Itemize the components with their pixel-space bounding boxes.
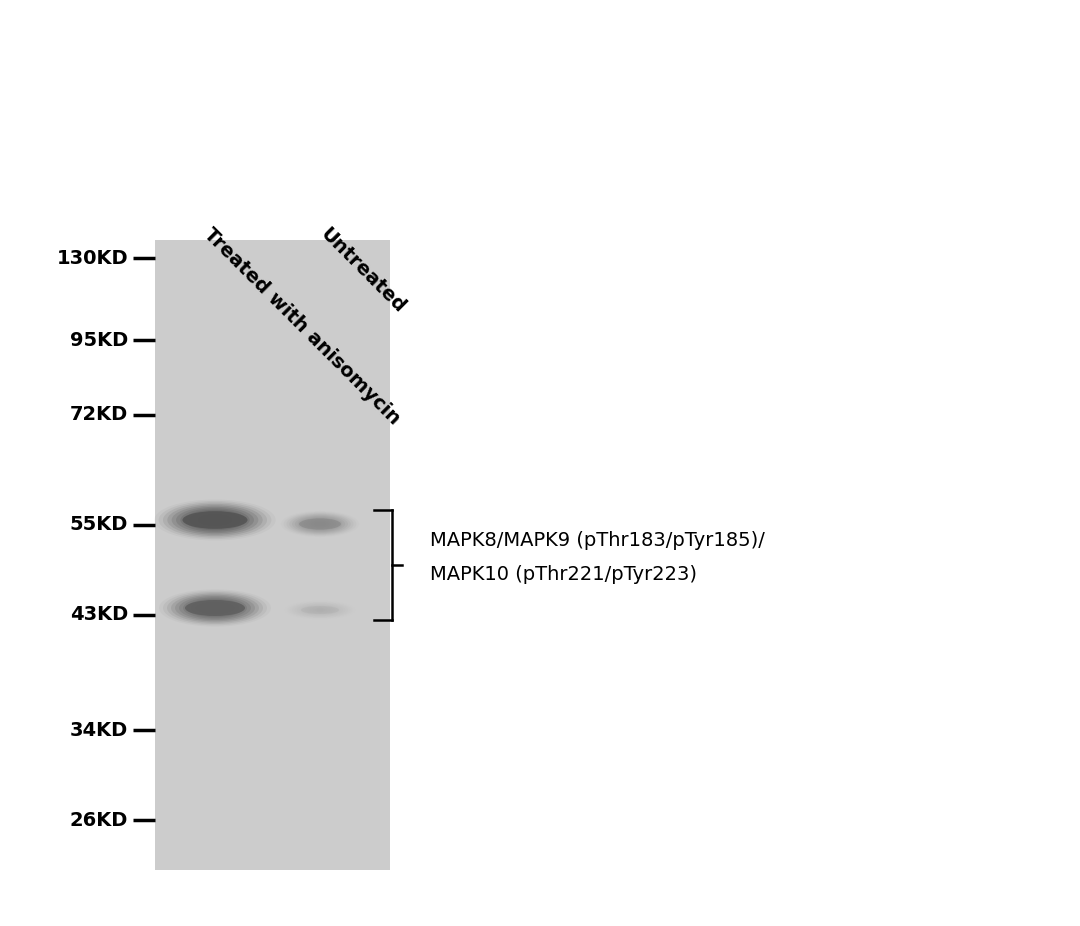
Text: 55KD: 55KD: [69, 516, 129, 534]
Ellipse shape: [305, 606, 335, 614]
Ellipse shape: [300, 605, 340, 616]
Ellipse shape: [171, 594, 259, 622]
Ellipse shape: [301, 606, 339, 614]
Ellipse shape: [163, 591, 267, 625]
Ellipse shape: [185, 600, 245, 616]
Ellipse shape: [295, 516, 346, 532]
Text: Untreated: Untreated: [316, 225, 408, 317]
Bar: [156, 240, 390, 870]
Ellipse shape: [211, 519, 219, 521]
Ellipse shape: [180, 508, 249, 532]
Ellipse shape: [211, 607, 219, 609]
Text: Treated with anisomycin: Treated with anisomycin: [200, 225, 404, 429]
Ellipse shape: [298, 517, 342, 532]
Text: 34KD: 34KD: [70, 720, 129, 740]
Ellipse shape: [299, 519, 341, 530]
Ellipse shape: [300, 518, 339, 531]
Ellipse shape: [167, 504, 262, 536]
Ellipse shape: [309, 520, 332, 528]
Ellipse shape: [312, 521, 328, 527]
Ellipse shape: [314, 522, 325, 526]
Ellipse shape: [175, 594, 255, 621]
Ellipse shape: [183, 511, 247, 529]
Ellipse shape: [183, 597, 247, 619]
Ellipse shape: [179, 596, 251, 620]
Ellipse shape: [176, 507, 254, 533]
Ellipse shape: [185, 509, 245, 531]
Ellipse shape: [289, 514, 351, 534]
Ellipse shape: [303, 519, 337, 530]
Ellipse shape: [292, 603, 348, 618]
Text: MAPK8/MAPK9 (pThr183/pTyr185)/: MAPK8/MAPK9 (pThr183/pTyr185)/: [430, 531, 765, 549]
Ellipse shape: [206, 517, 224, 523]
Ellipse shape: [297, 604, 342, 616]
Ellipse shape: [312, 608, 327, 612]
Ellipse shape: [167, 592, 264, 624]
Ellipse shape: [315, 608, 325, 611]
Ellipse shape: [159, 501, 271, 539]
Ellipse shape: [310, 607, 330, 613]
Ellipse shape: [318, 523, 323, 525]
Ellipse shape: [163, 503, 267, 538]
Ellipse shape: [207, 606, 222, 610]
Ellipse shape: [193, 513, 237, 527]
Ellipse shape: [284, 512, 356, 536]
Text: 130KD: 130KD: [56, 248, 129, 268]
Text: 26KD: 26KD: [69, 810, 129, 830]
Ellipse shape: [195, 601, 235, 615]
Ellipse shape: [306, 519, 334, 529]
Ellipse shape: [172, 506, 258, 534]
Ellipse shape: [318, 609, 323, 610]
Ellipse shape: [198, 514, 232, 526]
Ellipse shape: [199, 603, 231, 613]
Ellipse shape: [302, 606, 338, 615]
Text: 95KD: 95KD: [70, 331, 129, 349]
Text: 43KD: 43KD: [70, 606, 129, 624]
Ellipse shape: [202, 516, 228, 524]
Ellipse shape: [189, 511, 241, 529]
Ellipse shape: [308, 607, 333, 613]
Ellipse shape: [286, 513, 353, 535]
Ellipse shape: [187, 599, 243, 618]
Ellipse shape: [295, 604, 346, 617]
Ellipse shape: [292, 515, 348, 533]
Text: 72KD: 72KD: [70, 406, 129, 424]
Ellipse shape: [191, 600, 239, 616]
Ellipse shape: [203, 604, 227, 612]
Text: MAPK10 (pThr221/pTyr223): MAPK10 (pThr221/pTyr223): [430, 566, 697, 584]
